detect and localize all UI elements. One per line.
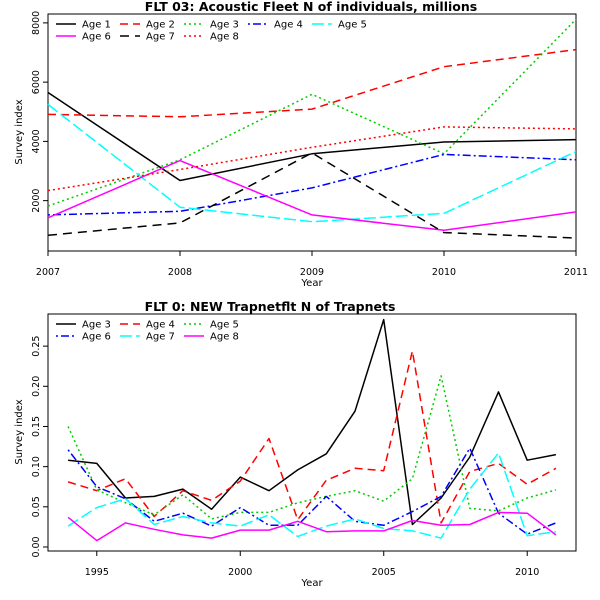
x-tick-label: 2007 <box>36 267 60 278</box>
y-tick-label: 0.25 <box>31 336 42 357</box>
legend-label: Age 4 <box>146 320 175 331</box>
y-tick-label: 2000 <box>31 189 42 213</box>
legend-label: Age 5 <box>210 320 239 331</box>
x-tick-label: 2010 <box>515 567 539 578</box>
plot-frame <box>47 313 577 552</box>
chart-panel-acoustic: FLT 03: Acoustic Fleet N of individuals,… <box>14 0 588 289</box>
y-tick-label: 6000 <box>31 70 42 94</box>
legend-label: Age 6 <box>82 332 111 343</box>
chart-panel-trapnet: FLT 0: NEW Trapnetflt N of Trapnets 1995… <box>14 299 577 589</box>
legend-label: Age 3 <box>210 20 239 31</box>
x-tick-label: 2010 <box>432 267 456 278</box>
y-axis: 2000 4000 6000 8000 <box>31 11 48 213</box>
x-axis: 2007 2008 2009 2010 2011 <box>36 251 588 278</box>
series-line-age-5 <box>47 103 577 223</box>
y-tick-label: 0.15 <box>31 416 42 437</box>
legend-label: Age 7 <box>146 332 175 343</box>
series-line-age-8 <box>67 511 557 542</box>
legend-label: Age 2 <box>146 20 175 31</box>
series-line-age-4 <box>67 350 557 524</box>
series-line-age-4 <box>47 153 577 216</box>
legend-label: Age 3 <box>82 320 111 331</box>
series-line-age-3 <box>68 318 557 526</box>
chart-title: FLT 03: Acoustic Fleet N of individuals,… <box>145 0 477 14</box>
y-tick-label: 0.05 <box>31 496 42 517</box>
legend-label: Age 6 <box>82 32 111 43</box>
series-line-age-1 <box>47 91 577 182</box>
series-layer <box>67 318 557 542</box>
x-axis: 1995 2000 2005 2010 <box>85 551 539 578</box>
x-tick-label: 2000 <box>228 567 252 578</box>
y-tick-label: 4000 <box>31 129 42 153</box>
legend-label: Age 1 <box>82 20 111 31</box>
series-line-age-6 <box>47 159 577 232</box>
x-tick-label: 1995 <box>85 567 109 578</box>
x-tick-label: 2009 <box>300 267 324 278</box>
series-layer <box>47 18 577 239</box>
x-tick-label: 2011 <box>564 267 588 278</box>
x-axis-label: Year <box>300 578 323 589</box>
y-tick-label: 0.10 <box>31 456 42 477</box>
series-line-age-7 <box>67 452 557 539</box>
legend: Age 1 Age 2 Age 3 Age 4 Age 5 Age 6 Age 7 Age 8 <box>56 20 367 43</box>
legend-label: Age 8 <box>210 332 239 343</box>
x-tick-label: 2005 <box>372 567 396 578</box>
y-axis-label: Survey index <box>14 399 25 464</box>
legend-label: Age 8 <box>210 32 239 43</box>
x-axis-label: Year <box>300 278 323 289</box>
series-line-age-7 <box>47 152 577 239</box>
legend-label: Age 7 <box>146 32 175 43</box>
y-axis-label: Survey index <box>14 99 25 164</box>
y-tick-label: 0.20 <box>31 376 42 397</box>
legend: Age 3 Age 4 Age 5 Age 6 Age 7 Age 8 <box>56 320 239 343</box>
y-tick-label: 0.00 <box>31 536 42 557</box>
series-line-age-6 <box>67 447 557 535</box>
chart-title: FLT 0: NEW Trapnetflt N of Trapnets <box>145 299 396 314</box>
legend-label: Age 5 <box>338 20 367 31</box>
series-line-age-8 <box>47 126 577 192</box>
series-line-age-2 <box>47 48 577 118</box>
legend-label: Age 4 <box>274 20 303 31</box>
series-line-age-5 <box>67 375 557 520</box>
y-axis: 0.00 0.05 0.10 0.15 0.20 0.25 <box>31 336 48 558</box>
y-tick-label: 8000 <box>31 11 42 35</box>
x-tick-label: 2008 <box>168 267 192 278</box>
